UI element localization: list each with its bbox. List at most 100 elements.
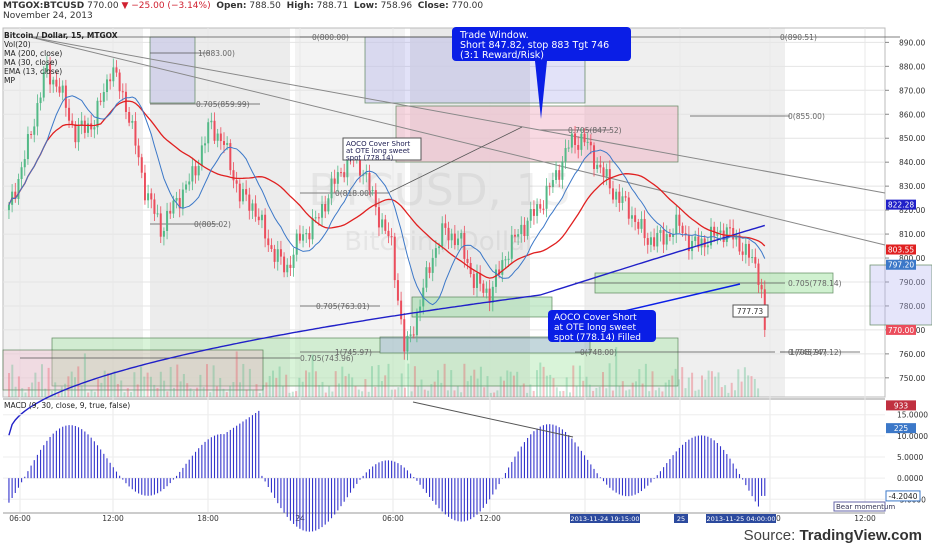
volume-bar [536,370,538,397]
volume-bar [225,392,228,397]
volume-bar [684,388,687,397]
volume-bar [298,377,301,397]
candle-body [491,286,494,303]
fib-level-label: 0(800.00) [312,33,349,42]
volume-bar [466,381,469,397]
high-label: High: [286,1,314,11]
candle-body [311,218,314,240]
candle-body [567,147,570,149]
volume-bar [159,371,162,397]
symbol-header: MTGOX:BTCUSD 770.00 ▼ −25.00 (−3.14%) Op… [3,1,483,11]
candle-body [457,238,460,246]
candle-body [216,133,219,141]
candle-body [542,208,545,210]
filled-text-3: spot (778.14) Filled [554,333,641,343]
volume-bar [440,382,443,397]
fib-level-label: 1(745.97) [335,348,372,357]
candle-body [286,264,289,273]
volume-bar [100,382,103,397]
volume-bar [252,390,255,397]
fib-level-label: 0(890.51) [780,33,817,42]
candle-body [137,145,140,158]
volume-bar [70,371,73,397]
candle-body [7,204,10,211]
candle-body [210,120,213,123]
candle-body [109,79,112,82]
candle-body [143,172,146,201]
candle-body [381,219,384,228]
small-long-zone [411,296,553,318]
volume-bar [493,392,496,397]
candle-body [627,197,630,219]
volume-bar [532,390,535,397]
price-tag-label: 777.73 [737,307,763,316]
candle-body [672,234,675,237]
time-badge [706,514,776,523]
x-tick-label: 18:00 [197,514,219,523]
volume-bar [371,366,373,397]
close-value: 770.00 [451,1,484,11]
candle-body [317,217,320,219]
volume-bar [107,373,109,397]
candle-body [589,141,592,146]
macd-tick-label: 0.0000 [897,474,923,483]
candle-body [305,233,308,235]
candle-body [624,196,627,198]
volume-bar [123,392,126,397]
volume-bar [357,389,360,397]
volume-bar [572,365,575,397]
volume-bar [747,375,750,397]
volume-bar [516,371,519,397]
candle-body [74,124,77,143]
candle-body [441,223,444,247]
candle-body [665,234,668,245]
legend-entry: MP [4,76,15,85]
time-badge [570,514,640,523]
y-tick-label: 820.00 [899,206,925,215]
candle-body [396,280,399,301]
candle-body [646,238,649,245]
candle-body [599,164,602,168]
candle-body [159,213,162,237]
x-tick-label: 06:00 [382,514,404,523]
candle-body [93,127,96,130]
candle-body [20,167,23,180]
volume-bar [644,363,647,397]
candle-body [267,238,270,246]
candle-body [716,232,719,236]
candle-body [507,258,510,260]
volume-bar [658,387,661,397]
volume-bar [625,390,628,397]
source-credit[interactable]: Source: TradingView.com [744,527,922,544]
candle-body [602,167,605,177]
volume-bar [701,375,703,397]
candle-body [241,189,244,202]
candle-body [96,100,99,128]
x-tick-label: 12:00 [479,514,501,523]
volume-bar [691,372,694,397]
price-badge [886,324,916,335]
candle-body [615,191,618,200]
candle-body [558,170,561,180]
candle-body [545,185,548,209]
volume-bar [219,377,222,397]
volume-bar [740,381,743,397]
candle-body [118,72,121,92]
volume-bar [724,385,727,397]
candle-body [596,164,599,170]
price-badge-label: 770.00 [888,326,914,335]
volume-bar [496,390,499,397]
macd-tick-label: 5.0000 [897,453,923,462]
candle-body [400,300,403,320]
volume-bar [635,381,637,397]
volume-bar [387,363,390,397]
price-badge-label: 822.28 [888,201,914,210]
time-badge-label: 25 [677,515,685,523]
macd-current-badge [885,490,921,502]
trendline-upper [29,36,886,194]
volume-bar [562,390,565,397]
volume-bar [668,379,670,397]
candle-body [526,220,529,237]
volume-bar [608,363,611,397]
